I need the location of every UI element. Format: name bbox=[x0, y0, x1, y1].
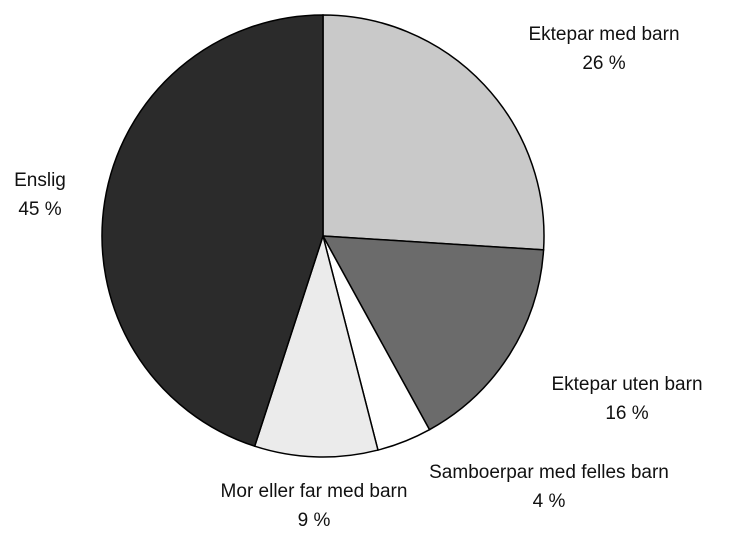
pie-slice bbox=[101, 14, 324, 448]
category-label: Mor eller far med barn bbox=[220, 481, 408, 502]
pie-slice bbox=[253, 233, 379, 458]
slice-label: Samboerpar med felles barn 4 % bbox=[422, 458, 677, 516]
slice-label: Ektepar uten barn 16 % bbox=[497, 370, 729, 428]
value-label: 26 % bbox=[582, 53, 626, 74]
slice-label: Mor eller far med barn 9 % bbox=[164, 477, 464, 535]
value-label: 45 % bbox=[18, 199, 62, 220]
slice-label: Enslig 45 % bbox=[0, 166, 80, 224]
pie-slice bbox=[321, 235, 545, 431]
value-label: 9 % bbox=[297, 510, 331, 531]
pie-slice bbox=[322, 14, 545, 251]
value-label: 4 % bbox=[532, 491, 566, 512]
value-label: 16 % bbox=[605, 403, 649, 424]
category-label: Ektepar med barn bbox=[528, 24, 680, 45]
category-label: Samboerpar med felles barn bbox=[429, 462, 669, 483]
category-label: Ektepar uten barn bbox=[551, 374, 703, 395]
category-label: Enslig bbox=[14, 170, 66, 191]
slice-label: Ektepar med barn 26 % bbox=[474, 20, 729, 78]
